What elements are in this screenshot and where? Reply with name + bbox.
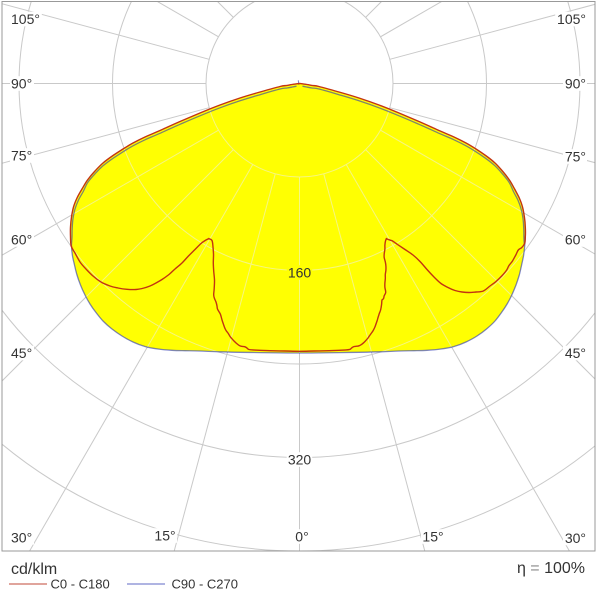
svg-text:45°: 45° — [11, 345, 32, 361]
svg-text:C90 - C270: C90 - C270 — [172, 577, 238, 592]
svg-text:320: 320 — [288, 452, 312, 468]
svg-text:60°: 60° — [565, 232, 586, 248]
svg-text:15°: 15° — [154, 528, 175, 544]
svg-text:15°: 15° — [422, 529, 443, 545]
svg-text:60°: 60° — [11, 232, 32, 248]
svg-text:90°: 90° — [11, 76, 32, 92]
svg-text:η = 100%: η = 100% — [517, 560, 585, 577]
svg-text:90°: 90° — [565, 76, 586, 92]
svg-text:30°: 30° — [11, 529, 32, 545]
svg-text:0°: 0° — [295, 529, 308, 545]
svg-text:105°: 105° — [11, 11, 40, 27]
svg-text:160: 160 — [288, 265, 312, 281]
svg-text:75°: 75° — [565, 149, 586, 165]
svg-text:cd/klm: cd/klm — [11, 561, 57, 578]
svg-text:C0 - C180: C0 - C180 — [51, 577, 110, 592]
svg-text:30°: 30° — [565, 530, 586, 546]
svg-text:75°: 75° — [11, 148, 32, 164]
svg-text:105°: 105° — [557, 11, 586, 27]
svg-text:45°: 45° — [565, 345, 586, 361]
